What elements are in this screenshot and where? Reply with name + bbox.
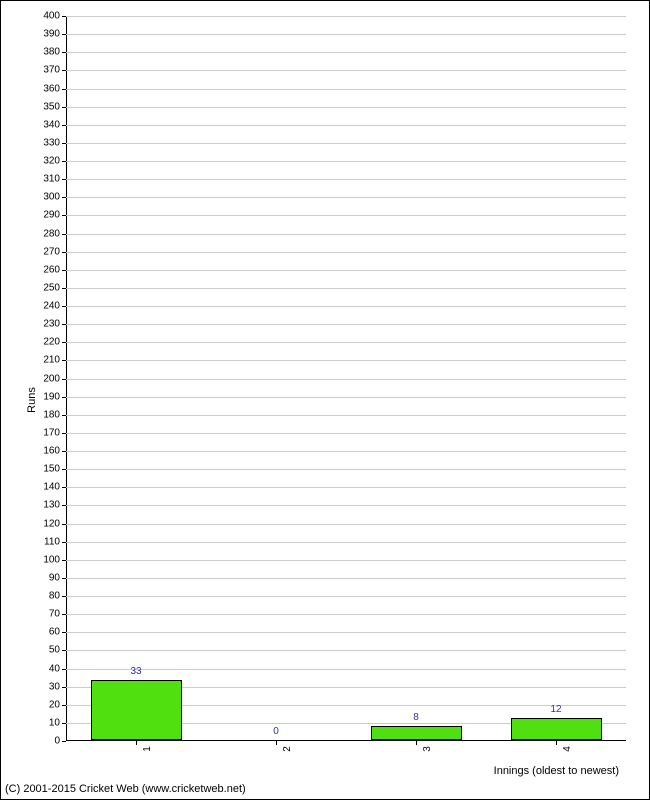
gridline: [66, 415, 626, 416]
gridline: [66, 433, 626, 434]
x-tick: [136, 741, 137, 745]
x-axis-title: Innings (oldest to newest): [494, 765, 619, 777]
y-tick-label: 60: [49, 627, 66, 638]
y-tick-label: 50: [49, 645, 66, 656]
gridline: [66, 596, 626, 597]
y-tick-label: 370: [43, 65, 66, 76]
gridline: [66, 360, 626, 361]
y-tick-label: 150: [43, 464, 66, 475]
gridline: [66, 89, 626, 90]
gridline: [66, 252, 626, 253]
gridline: [66, 505, 626, 506]
gridline: [66, 125, 626, 126]
gridline: [66, 451, 626, 452]
y-axis-title: Runs: [26, 387, 38, 413]
gridline: [66, 107, 626, 108]
y-tick-label: 30: [49, 681, 66, 692]
y-tick-label: 250: [43, 282, 66, 293]
x-tick-label: 2: [276, 746, 293, 752]
y-tick-label: 90: [49, 572, 66, 583]
y-tick-label: 240: [43, 301, 66, 312]
y-tick-label: 0: [54, 736, 66, 747]
x-tick-label: 1: [136, 746, 153, 752]
chart-container: Runs 01020304050607080901001101201301401…: [0, 0, 650, 800]
y-tick-label: 270: [43, 246, 66, 257]
y-tick-label: 290: [43, 210, 66, 221]
x-tick-label: 3: [416, 746, 433, 752]
gridline: [66, 306, 626, 307]
gridline: [66, 324, 626, 325]
y-tick-label: 260: [43, 264, 66, 275]
y-tick-label: 380: [43, 47, 66, 58]
bar: [511, 718, 602, 740]
x-axis-line: [66, 740, 626, 741]
gridline: [66, 161, 626, 162]
y-tick-label: 400: [43, 11, 66, 22]
y-tick-label: 130: [43, 500, 66, 511]
gridline: [66, 669, 626, 670]
x-tick: [556, 741, 557, 745]
gridline: [66, 342, 626, 343]
gridline: [66, 578, 626, 579]
gridline: [66, 16, 626, 17]
gridline: [66, 234, 626, 235]
copyright-text: (C) 2001-2015 Cricket Web (www.cricketwe…: [5, 783, 246, 795]
gridline: [66, 215, 626, 216]
gridline: [66, 270, 626, 271]
gridline: [66, 487, 626, 488]
gridline: [66, 288, 626, 289]
y-tick-label: 80: [49, 591, 66, 602]
bar: [371, 726, 462, 741]
plot-area: 0102030405060708090100110120130140150160…: [66, 16, 626, 741]
gridline: [66, 70, 626, 71]
y-tick-label: 20: [49, 699, 66, 710]
y-tick-label: 110: [44, 536, 66, 547]
y-tick-label: 220: [43, 337, 66, 348]
y-tick-label: 10: [49, 717, 66, 728]
gridline: [66, 560, 626, 561]
y-tick-label: 120: [43, 518, 66, 529]
y-tick-label: 190: [43, 391, 66, 402]
gridline: [66, 524, 626, 525]
y-tick-label: 100: [43, 554, 66, 565]
bar-value-label: 8: [413, 712, 419, 723]
y-tick-label: 320: [43, 156, 66, 167]
y-tick-label: 180: [43, 409, 66, 420]
gridline: [66, 379, 626, 380]
gridline: [66, 614, 626, 615]
y-tick-label: 360: [43, 83, 66, 94]
y-tick-label: 40: [49, 663, 66, 674]
bar-value-label: 12: [550, 704, 561, 715]
bar-value-label: 33: [130, 666, 141, 677]
y-tick-label: 230: [43, 319, 66, 330]
y-tick-label: 310: [43, 174, 66, 185]
gridline: [66, 632, 626, 633]
gridline: [66, 650, 626, 651]
y-tick-label: 140: [43, 482, 66, 493]
y-tick-label: 160: [43, 446, 66, 457]
x-tick: [276, 741, 277, 745]
gridline: [66, 179, 626, 180]
gridline: [66, 143, 626, 144]
y-tick-label: 300: [43, 192, 66, 203]
y-tick-label: 340: [43, 119, 66, 130]
gridline: [66, 542, 626, 543]
gridline: [66, 469, 626, 470]
y-tick-label: 390: [43, 29, 66, 40]
y-tick-label: 280: [43, 228, 66, 239]
x-tick-label: 4: [556, 746, 573, 752]
gridline: [66, 34, 626, 35]
gridline: [66, 52, 626, 53]
gridline: [66, 397, 626, 398]
y-tick-label: 350: [43, 101, 66, 112]
bar: [91, 680, 182, 740]
y-tick-label: 330: [43, 137, 66, 148]
gridline: [66, 197, 626, 198]
y-tick-label: 200: [43, 373, 66, 384]
x-tick: [416, 741, 417, 745]
bar-value-label: 0: [273, 726, 279, 737]
y-tick-label: 70: [49, 609, 66, 620]
y-tick-label: 210: [43, 355, 66, 366]
y-tick-label: 170: [43, 427, 66, 438]
